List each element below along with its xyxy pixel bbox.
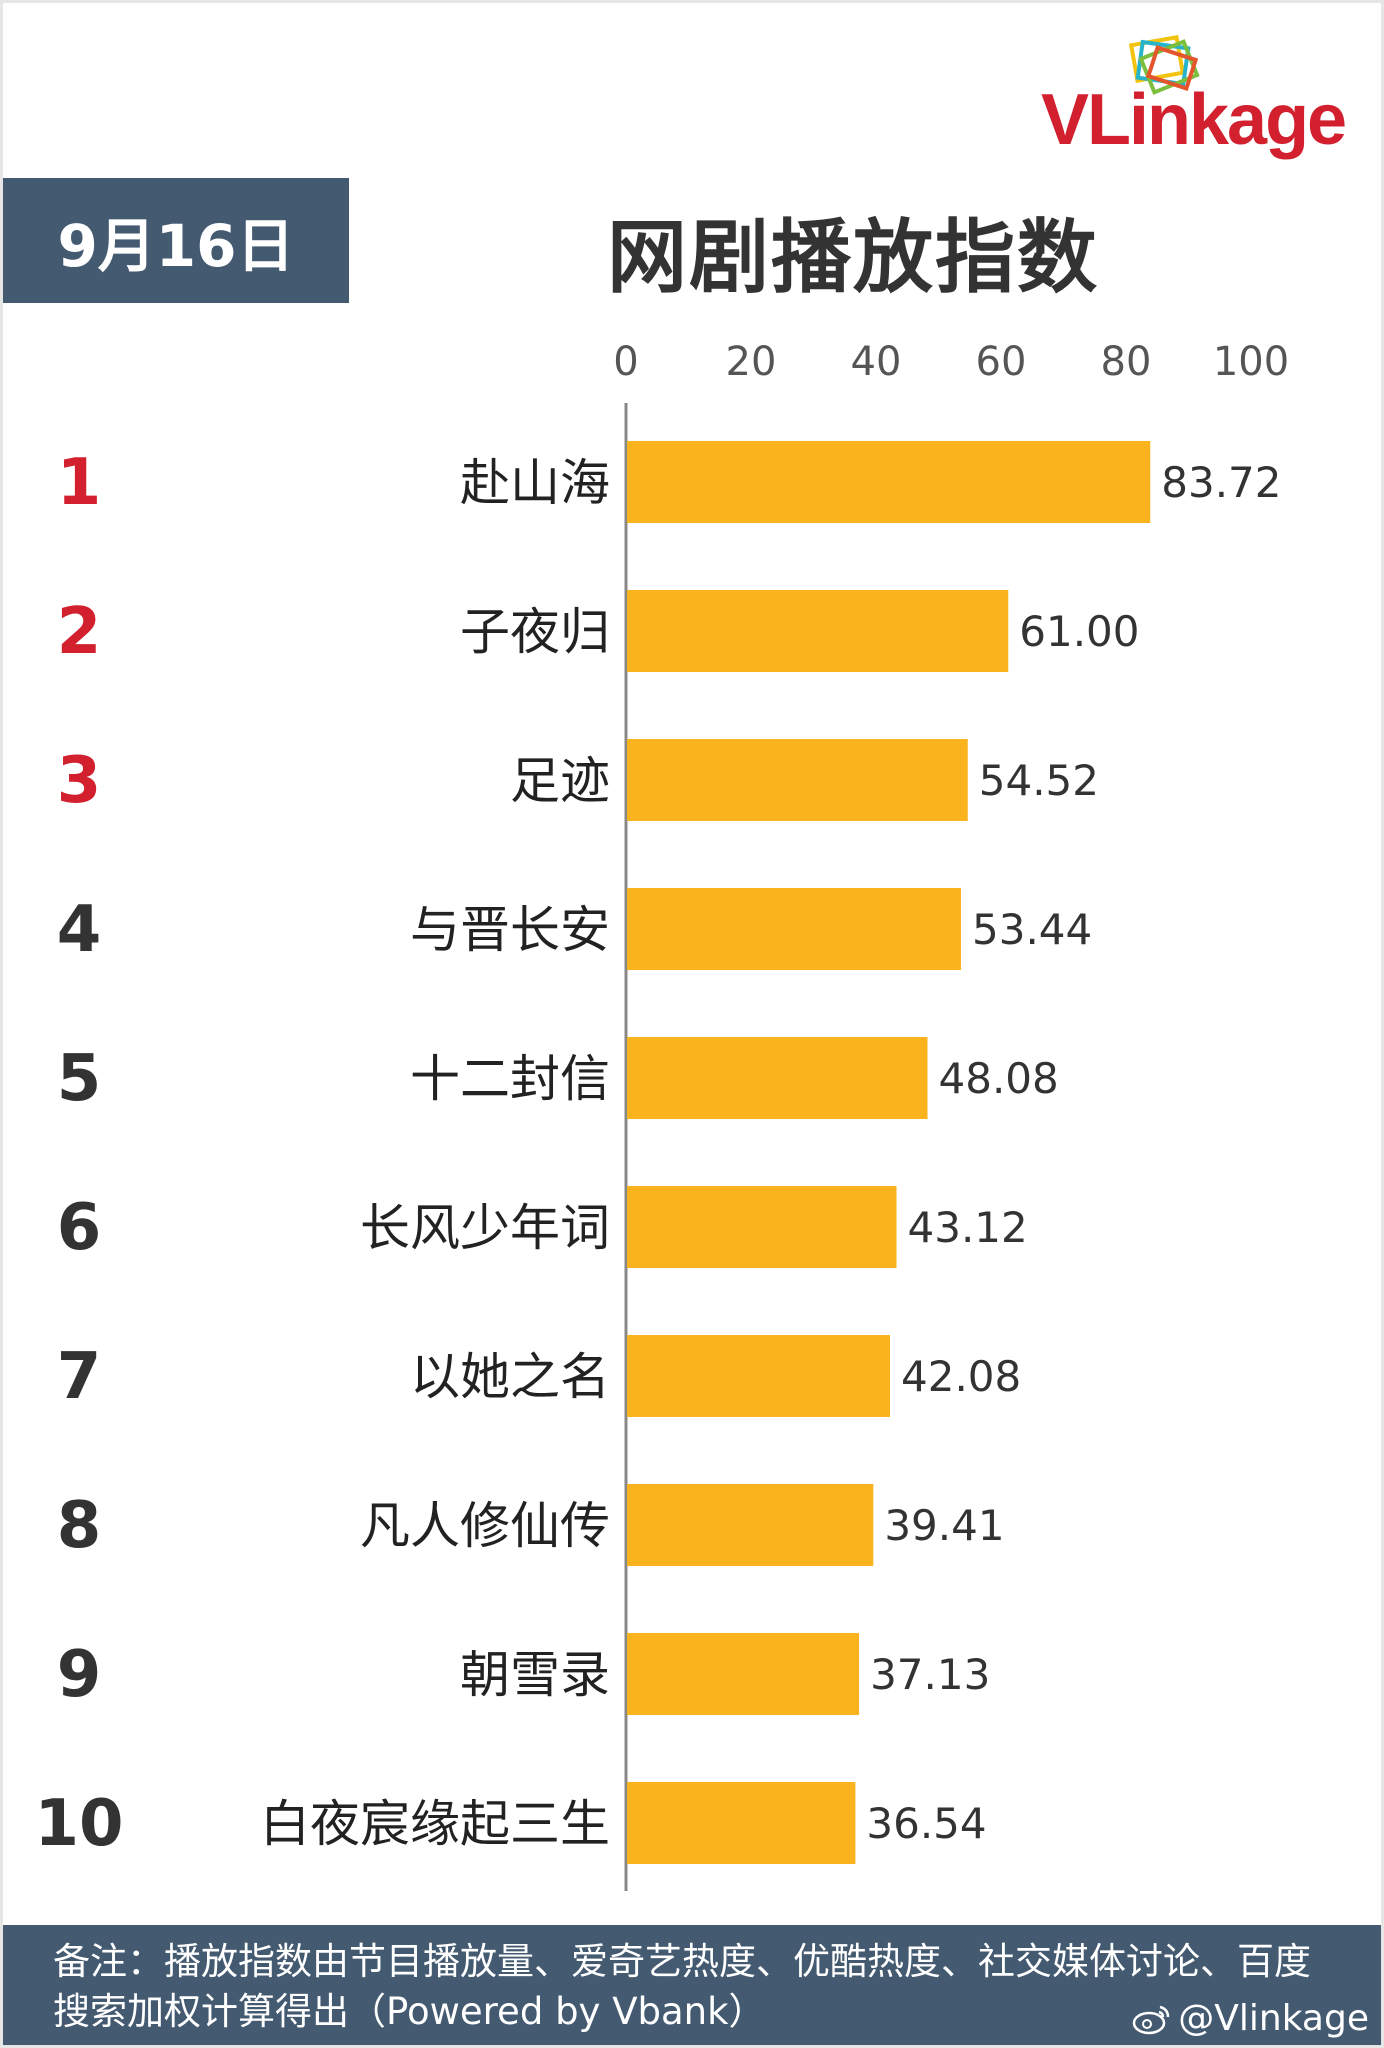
bar [627,1186,897,1268]
value-label: 43.12 [908,1203,1028,1252]
category-label: 子夜归 [460,603,610,661]
value-label: 48.08 [939,1054,1059,1103]
rank-label: 4 [57,893,102,967]
x-tick-label: 80 [1101,339,1152,385]
bar [627,590,1009,672]
value-label: 37.13 [870,1650,990,1699]
bar-row: 6 长风少年词 43.12 [57,1186,1028,1268]
bar-row: 7 以她之名 42.08 [57,1335,1021,1417]
logo-frames-icon [1128,34,1200,95]
value-label: 53.44 [972,905,1092,954]
rank-label: 9 [57,1638,102,1712]
chart-canvas: VLinkage 9月16日 网剧播放指数 0 20 40 60 80 100 1 赴山海 8… [3,3,1381,2045]
rank-label: 6 [57,1191,102,1265]
x-tick-label: 0 [613,339,638,385]
category-label: 以她之名 [410,1348,610,1406]
category-label: 足迹 [510,752,610,810]
bar-row: 5 十二封信 48.08 [57,1037,1059,1119]
value-label: 54.52 [979,756,1099,805]
value-label: 36.54 [866,1799,986,1848]
bar-row: 1 赴山海 83.72 [57,441,1282,523]
value-label: 42.08 [901,1352,1021,1401]
bar [627,441,1151,523]
bar-row: 10 白夜宸缘起三生 36.54 [34,1782,987,1864]
rank-label: 7 [57,1340,102,1414]
weibo-handle: @Vlinkage [1178,1998,1369,2039]
bar [627,1335,890,1417]
bar [627,1782,856,1864]
date-badge: 9月16日 [3,178,349,303]
value-label: 83.72 [1161,458,1281,507]
x-tick-label: 60 [976,339,1027,385]
bar-chart: 0 20 40 60 80 100 1 赴山海 83.72 2 子夜归 61.00 3 足迹 54.52 4… [34,339,1289,1891]
vlinkage-logo: VLinkage [1041,31,1361,156]
category-label: 赴山海 [460,454,610,512]
bar-row: 2 子夜归 61.00 [57,590,1140,672]
category-label: 凡人修仙传 [360,1497,610,1555]
footer-note-bar: 备注：播放指数由节目播放量、爱奇艺热度、优酷热度、社交媒体讨论、百度搜索加权计算… [3,1925,1381,2045]
date-label: 9月16日 [57,211,295,280]
bar [627,888,961,970]
bar [627,739,968,821]
rank-label: 5 [57,1042,102,1116]
bar-row: 9 朝雪录 37.13 [57,1633,990,1715]
bar-rows: 1 赴山海 83.72 2 子夜归 61.00 3 足迹 54.52 4 与晋长安 53.44 5 十二封… [34,441,1282,1864]
bar [627,1037,928,1119]
value-label: 39.41 [884,1501,1004,1550]
x-axis-ticks: 0 20 40 60 80 100 [613,339,1289,385]
chart-title: 网剧播放指数 [607,211,1099,304]
rank-label: 1 [57,446,102,520]
bar [627,1633,860,1715]
category-label: 白夜宸缘起三生 [260,1795,610,1853]
bar-row: 4 与晋长安 53.44 [57,888,1092,970]
weibo-watermark: @Vlinkage [1132,1998,1369,2039]
category-label: 与晋长安 [410,901,610,959]
weibo-icon [1133,2005,1170,2034]
x-tick-label: 40 [851,339,902,385]
category-label: 朝雪录 [460,1646,610,1704]
bar-row: 8 凡人修仙传 39.41 [57,1484,1005,1566]
rank-label: 2 [57,595,102,669]
bar [627,1484,874,1566]
rank-label: 8 [57,1489,102,1563]
value-label: 61.00 [1019,607,1139,656]
logo-wordmark: VLinkage [1041,80,1347,160]
rank-label: 10 [34,1787,123,1861]
x-tick-label: 20 [726,339,777,385]
bar-row: 3 足迹 54.52 [57,739,1099,821]
rank-label: 3 [57,744,102,818]
footer-note: 备注：播放指数由节目播放量、爱奇艺热度、优酷热度、社交媒体讨论、百度搜索加权计算… [53,1940,1311,2033]
category-label: 十二封信 [410,1050,610,1108]
x-tick-label: 100 [1213,339,1289,385]
category-label: 长风少年词 [360,1199,610,1257]
